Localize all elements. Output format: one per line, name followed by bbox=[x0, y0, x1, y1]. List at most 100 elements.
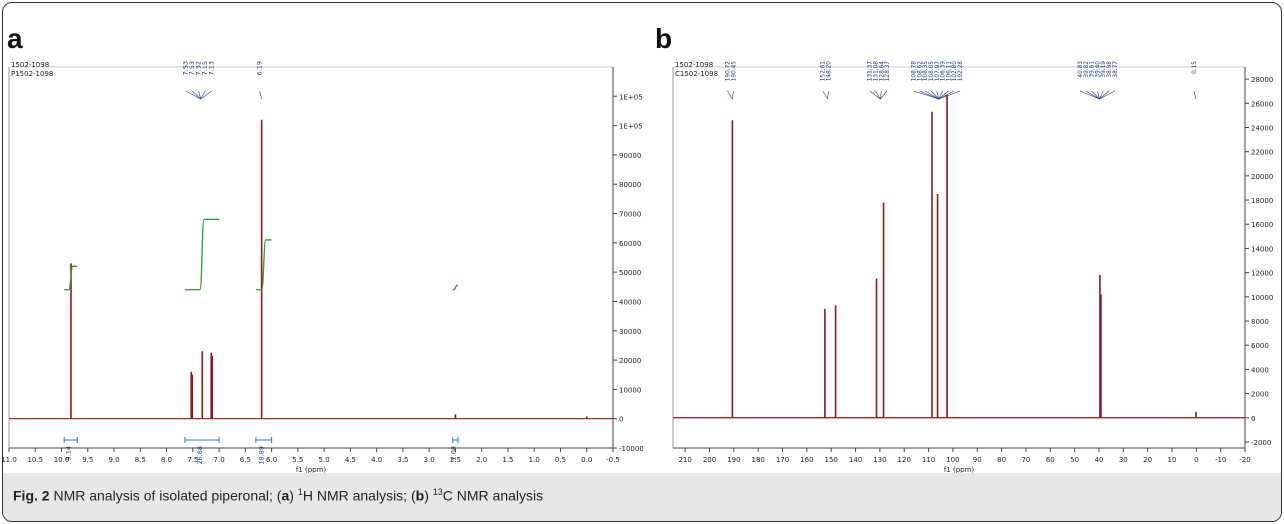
peak-shift-label: 108.62 bbox=[917, 61, 923, 82]
y-tick-label: 20000 bbox=[1251, 173, 1273, 181]
peak-label-leader bbox=[200, 90, 206, 100]
spectrum-header-line: C1502-1098 bbox=[675, 70, 718, 78]
x-tick-label: 70 bbox=[1021, 456, 1030, 464]
peak-shift-label: 108.35 bbox=[923, 61, 929, 82]
integral-curve bbox=[255, 239, 272, 291]
peak-label-leader bbox=[200, 90, 212, 100]
caption-a: a bbox=[281, 487, 290, 504]
y-tick-label: 22000 bbox=[1251, 149, 1273, 157]
peak-shift-label: 39.19 bbox=[1101, 61, 1107, 78]
y-tick-label: 50000 bbox=[619, 269, 641, 277]
peak-label-leader bbox=[938, 90, 955, 100]
peak-shift-label: 102.80 bbox=[952, 61, 958, 82]
x-tick-label: -20 bbox=[1239, 456, 1250, 464]
peak-label-leader bbox=[259, 90, 262, 100]
x-tick-label: 11.0 bbox=[3, 456, 17, 464]
x-tick-label: 10.5 bbox=[27, 456, 43, 464]
x-tick-label: 2.5 bbox=[450, 456, 461, 464]
y-tick-label: 0 bbox=[619, 416, 623, 424]
peak-shift-label: 107.97 bbox=[935, 61, 941, 82]
peak-shift-label: 7.53 bbox=[182, 61, 190, 75]
peak-shift-label: 106.11 bbox=[946, 61, 952, 82]
y-tick-label: 6000 bbox=[1251, 342, 1269, 350]
y-tick-label: -10000 bbox=[619, 445, 643, 453]
peak-label-leader bbox=[938, 90, 943, 100]
y-tick-label: 28000 bbox=[1251, 76, 1273, 84]
y-tick-label: 10000 bbox=[619, 386, 641, 394]
x-tick-label: 190 bbox=[727, 456, 740, 464]
integral-curve bbox=[64, 265, 78, 291]
peak-label-leader bbox=[185, 90, 201, 100]
caption-text-2: ) bbox=[289, 487, 298, 504]
x-tick-label: 4.5 bbox=[345, 456, 356, 464]
x-tick-label: 7.5 bbox=[187, 456, 198, 464]
x-tick-label: 40 bbox=[1094, 456, 1103, 464]
peak-shift-label: 39.61 bbox=[1090, 61, 1096, 78]
integral-value: 1.08 bbox=[449, 446, 457, 460]
y-tick-label: 1E+05 bbox=[619, 93, 643, 101]
x-tick-label: 2.0 bbox=[476, 456, 487, 464]
x-tick-label: 6.0 bbox=[266, 456, 277, 464]
peak-label-leader bbox=[198, 90, 201, 100]
y-tick-label: 10000 bbox=[1251, 294, 1273, 302]
peak-shift-label: 39.82 bbox=[1084, 61, 1090, 78]
x-tick-label: 170 bbox=[776, 456, 789, 464]
x-tick-label: 60 bbox=[1046, 456, 1055, 464]
x-tick-label: 180 bbox=[752, 456, 765, 464]
peak-shift-label: 148.20 bbox=[826, 61, 832, 82]
x-tick-label: 30 bbox=[1119, 456, 1128, 464]
y-tick-label: 4000 bbox=[1251, 366, 1269, 374]
x-tick-label: 10.0 bbox=[54, 456, 70, 464]
peak-shift-label: 102.28 bbox=[958, 61, 964, 82]
spectrum-header-line: 1502-1098 bbox=[675, 61, 713, 69]
y-tick-label: 2000 bbox=[1251, 391, 1269, 399]
peak-shift-label: 38.77 bbox=[1113, 61, 1119, 78]
caption-b: b bbox=[415, 487, 425, 504]
y-tick-label: 8000 bbox=[1251, 318, 1269, 326]
peak-shift-label: 106.39 bbox=[941, 61, 947, 82]
y-tick-label: -2000 bbox=[1251, 439, 1271, 447]
peak-label-leader bbox=[1091, 90, 1100, 100]
peak-shift-label: 6.19 bbox=[256, 61, 264, 75]
peak-label-leader bbox=[875, 90, 881, 100]
peak-shift-label: 7.13 bbox=[208, 61, 216, 75]
x-tick-label: -0.5 bbox=[606, 456, 620, 464]
y-tick-label: 14000 bbox=[1251, 245, 1273, 253]
peak-label-leader bbox=[938, 90, 961, 100]
x-tick-label: 110 bbox=[922, 456, 935, 464]
y-tick-label: 70000 bbox=[619, 211, 641, 219]
peak-label-leader bbox=[880, 90, 882, 100]
peak-shift-label: 131.37 bbox=[868, 61, 874, 82]
peak-shift-label: 40.83 bbox=[1078, 61, 1084, 78]
x-tick-label: 20 bbox=[1143, 456, 1152, 464]
y-tick-label: 26000 bbox=[1251, 100, 1273, 108]
spectrum-header-line: P1502-1098 bbox=[11, 70, 53, 78]
x-tick-label: 3.0 bbox=[424, 456, 435, 464]
peak-label-leader bbox=[925, 90, 939, 100]
y-tick-label: 30000 bbox=[619, 328, 641, 336]
peak-shift-label: 38.98 bbox=[1107, 61, 1113, 78]
caption-sup-13: 13 bbox=[432, 487, 443, 497]
peak-shift-label: 7.53 bbox=[188, 61, 196, 75]
peak-shift-label: 128.37 bbox=[885, 61, 891, 82]
x-tick-label: 50 bbox=[1070, 456, 1079, 464]
x-tick-label: 0 bbox=[1194, 456, 1198, 464]
peak-label-leader bbox=[822, 90, 828, 100]
x-axis-label: f1 (ppm) bbox=[296, 466, 327, 474]
peak-shift-label: 0.15 bbox=[1192, 61, 1198, 74]
peak-label-leader bbox=[827, 90, 829, 100]
x-tick-label: 8.5 bbox=[135, 456, 146, 464]
x-tick-label: 120 bbox=[898, 456, 911, 464]
panel-b-letter: b bbox=[655, 23, 673, 54]
peak-label-leader bbox=[1099, 90, 1104, 100]
peak-label-leader bbox=[880, 90, 888, 100]
y-tick-label: 0 bbox=[1251, 415, 1255, 423]
peak-label-leader bbox=[936, 90, 940, 100]
x-tick-label: 160 bbox=[800, 456, 813, 464]
x-tick-label: 140 bbox=[849, 456, 862, 464]
y-tick-label: 60000 bbox=[619, 240, 641, 248]
x-tick-label: 6.5 bbox=[240, 456, 251, 464]
x-tick-label: 80 bbox=[997, 456, 1006, 464]
caption-bar bbox=[3, 473, 1281, 521]
peak-shift-label: 131.08 bbox=[873, 61, 879, 82]
